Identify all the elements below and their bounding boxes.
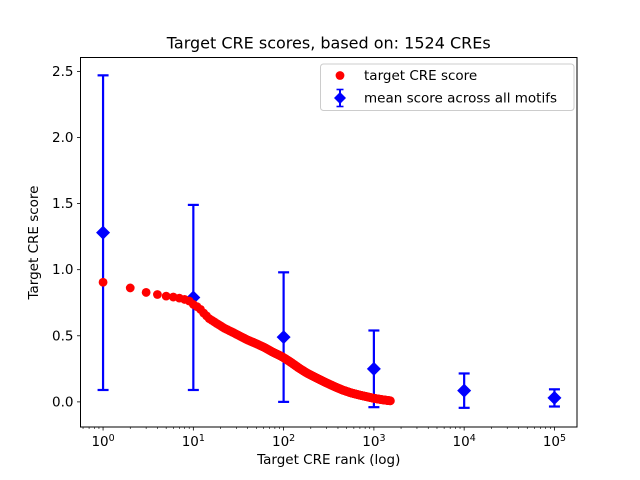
- mean-data-point: [366, 361, 381, 376]
- x-tick-label: 103: [362, 433, 385, 450]
- mean-data-point: [96, 225, 111, 240]
- plot-area: [80, 57, 578, 428]
- x-tick-label: 100: [91, 433, 114, 450]
- legend-box: [320, 63, 575, 111]
- x-tick-label: 102: [272, 433, 295, 450]
- y-tick-label: 1.5: [52, 196, 73, 212]
- y-tick-label: 0.5: [52, 328, 73, 344]
- mean-data-point: [457, 383, 472, 398]
- x-tick-label: 101: [182, 433, 205, 450]
- x-tick-label: 105: [543, 433, 566, 450]
- target-data-point: [386, 396, 395, 406]
- y-tick-label: 2.5: [52, 64, 73, 80]
- x-axis-label: Target CRE rank (log): [256, 452, 400, 468]
- x-tick-label: 104: [453, 433, 476, 450]
- legend: target CRE score mean score across all m…: [320, 63, 575, 111]
- target-score-series: [98, 277, 395, 406]
- blue-diamond-marker-icon: [334, 92, 346, 104]
- mean-data-point: [276, 330, 291, 345]
- target-data-point: [98, 277, 108, 287]
- target-data-point: [161, 291, 171, 301]
- y-tick-label: 2.0: [52, 130, 73, 146]
- y-axis-label: Target CRE score: [26, 186, 42, 301]
- mean-score-series: [96, 74, 562, 409]
- legend-entry-target-cre-score: target CRE score: [335, 68, 477, 84]
- target-data-point: [141, 288, 151, 297]
- mean-data-point: [547, 390, 562, 405]
- legend-label-target: target CRE score: [364, 68, 477, 84]
- chart-title: Target CRE scores, based on: 1524 CREs: [166, 34, 491, 53]
- y-tick-label: 0.0: [52, 394, 73, 410]
- red-dot-marker-icon: [335, 71, 345, 80]
- y-tick-label: 1.0: [52, 262, 73, 278]
- target-data-point: [153, 290, 162, 299]
- legend-entry-mean-score: mean score across all motifs: [334, 88, 557, 108]
- legend-label-mean: mean score across all motifs: [364, 91, 557, 107]
- target-data-point: [125, 283, 135, 293]
